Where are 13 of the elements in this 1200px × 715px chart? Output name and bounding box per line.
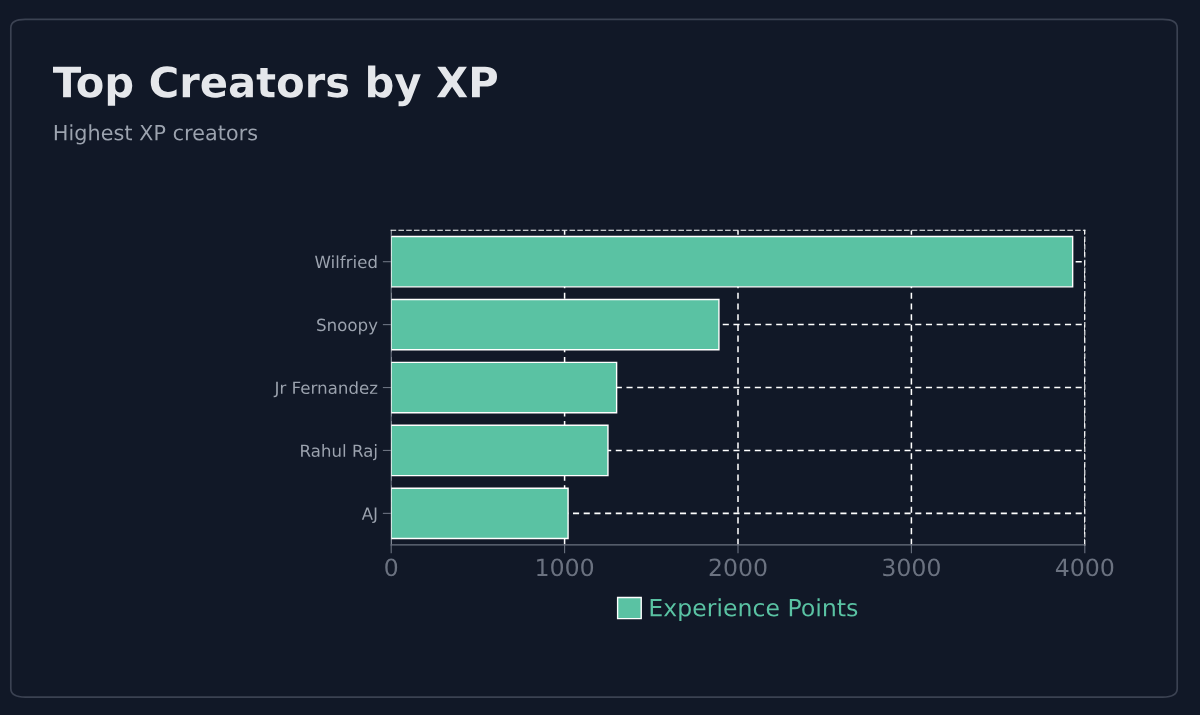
x-tick-label: 1000 [537, 558, 594, 577]
x-tick-label: 0 [385, 558, 398, 577]
y-tick-label: Rahul Raj [301, 444, 377, 461]
x-tick-label: 2000 [709, 558, 767, 577]
y-tick-label: AJ [361, 507, 377, 524]
legend-label: Experience Points [650, 598, 858, 622]
chart-title: Top Creators by XP [53, 65, 498, 107]
x-tick-label: 3000 [883, 558, 940, 577]
y-tick-label: Wilfried [315, 255, 377, 269]
x-tick-label: 4000 [1055, 558, 1114, 577]
y-tick-label: Snoopy [317, 318, 378, 335]
y-tick-label: Jr Fernandez [273, 381, 378, 398]
text: Highest XP creators [54, 124, 258, 145]
